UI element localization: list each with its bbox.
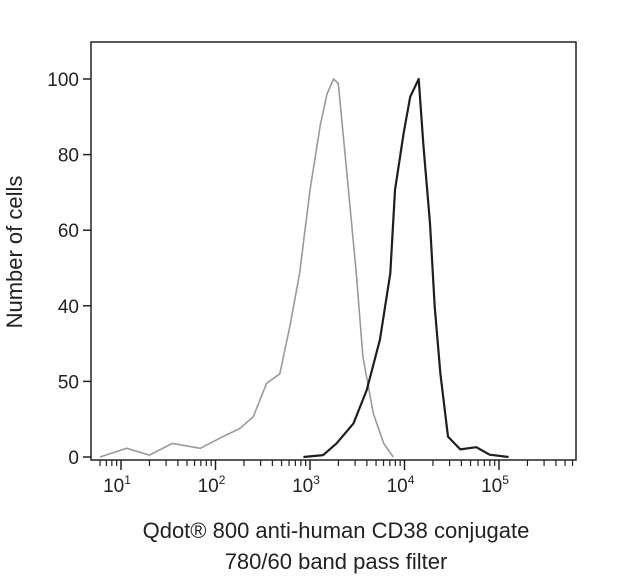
x-tick-label: 101 — [103, 473, 131, 497]
y-tick-label: 60 — [58, 221, 79, 242]
plot-frame — [90, 41, 577, 461]
series-group — [99, 77, 509, 459]
y-tick-label: 50 — [58, 372, 79, 393]
y-tick-label: 0 — [68, 448, 79, 469]
y-tick-label: 40 — [58, 297, 79, 318]
x-axis-title-line2: 780/60 band pass filter — [225, 549, 448, 574]
y-tick-label: 80 — [58, 146, 79, 167]
x-tick-label: 105 — [481, 473, 509, 497]
y-axis-title: Number of cells — [2, 176, 27, 329]
x-tick-label: 104 — [387, 473, 415, 497]
x-axis: 101 102 103 104 105 — [99, 460, 574, 497]
control-histogram-line — [99, 78, 394, 458]
y-tick-label: 100 — [47, 70, 79, 91]
stained-histogram-line — [303, 77, 509, 459]
y-axis: 0 50 40 60 80 100 — [47, 70, 91, 469]
x-tick-label: 102 — [198, 473, 226, 497]
x-axis-title-line1: Qdot® 800 anti-human CD38 conjugate — [143, 518, 530, 543]
x-tick-label: 103 — [292, 473, 320, 497]
